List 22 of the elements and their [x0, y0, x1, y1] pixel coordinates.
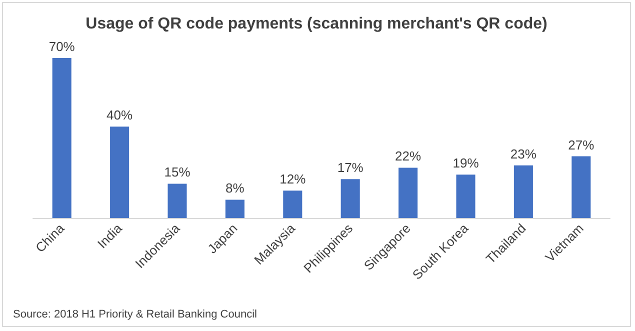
bar: [52, 58, 72, 218]
data-label: 15%: [164, 164, 191, 180]
data-label: 70%: [48, 39, 76, 54]
data-label: 23%: [510, 146, 537, 162]
data-label: 22%: [395, 148, 422, 164]
bar: [456, 174, 476, 218]
bar: [572, 156, 591, 218]
data-label: 17%: [337, 160, 364, 176]
data-label: 19%: [452, 156, 480, 171]
data-label: 12%: [280, 172, 306, 187]
bar: [283, 190, 302, 218]
data-label: 27%: [568, 137, 595, 152]
bar: [340, 179, 360, 218]
data-label: 8%: [226, 180, 245, 196]
bar: [225, 200, 244, 218]
chart-title: Usage of QR code payments (scanning merchant's QR code): [86, 16, 548, 32]
data-label: 40%: [106, 108, 133, 123]
bar: [398, 168, 418, 218]
bar: [110, 126, 130, 218]
bar: [514, 165, 533, 218]
bar: [168, 184, 187, 218]
source-note: Source: 2018 H1 Priority & Retail Banking Council: [13, 308, 257, 320]
